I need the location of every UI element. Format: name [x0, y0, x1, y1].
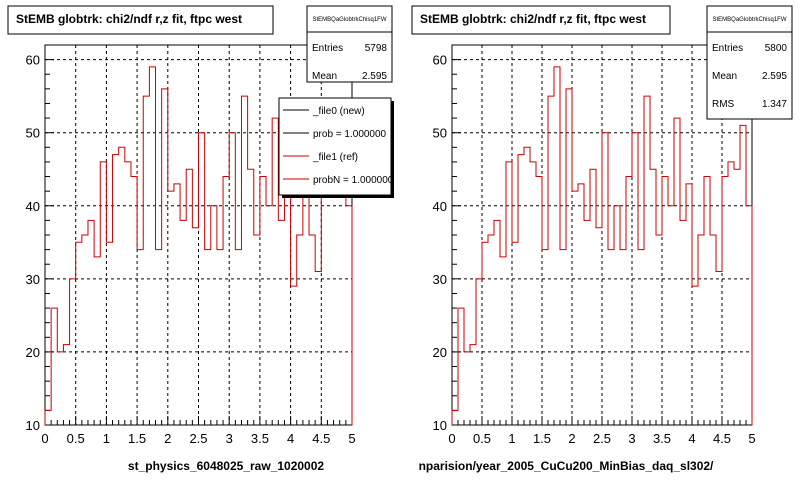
- x-tick-label: 4: [287, 431, 294, 446]
- stats-value: 2.595: [362, 71, 387, 82]
- y-tick-label: 60: [26, 53, 40, 68]
- x-tick-label: 0: [41, 431, 48, 446]
- x-tick-label: 5: [348, 431, 355, 446]
- legend-box: [278, 97, 392, 196]
- x-tick-label: 1.5: [128, 431, 146, 446]
- y-tick-label: 40: [433, 199, 447, 214]
- x-tick-label: 3.5: [251, 431, 269, 446]
- chart-title: StEMB globtrk: chi2/ndf r,z fit, ftpc we…: [16, 12, 242, 26]
- x-tick-label: 4.5: [312, 431, 330, 446]
- x-tick-label: 3: [226, 431, 233, 446]
- y-tick-label: 50: [433, 126, 447, 141]
- legend-label: prob = 1.000000: [313, 129, 387, 140]
- x-tick-label: 3: [628, 431, 635, 446]
- stats-histogram-name: StEMBQaGlobtrkChisq1FW: [712, 17, 786, 23]
- stats-label: Mean: [712, 71, 737, 82]
- stats-box: [706, 5, 793, 120]
- stats-value: 5798: [365, 43, 388, 54]
- x-tick-label: 4: [688, 431, 695, 446]
- y-tick-label: 10: [433, 418, 447, 433]
- x-tick-label: 1: [103, 431, 110, 446]
- stats-label: Entries: [712, 43, 743, 54]
- y-tick-label: 50: [26, 126, 40, 141]
- x-axis-title: nparision/year_2005_CuCu200_MinBias_daq_…: [419, 459, 714, 473]
- stats-histogram-name: StEMBQaGlobtrkChisq1FW: [312, 17, 386, 23]
- x-tick-label: 5: [748, 431, 755, 446]
- histogram-series-line: [451, 66, 753, 425]
- stats-value: 1.347: [762, 99, 787, 110]
- legend-label: probN = 1.000000: [313, 175, 394, 186]
- x-tick-label: 0: [448, 431, 455, 446]
- left-histogram-panel: 0 0.5 1 1.5 2 2.5 3 3.5 4 4.5 5 10 20 30 40 50 60 StEMB g…: [7, 5, 394, 473]
- chart-title: StEMB globtrk: chi2/ndf r,z fit, ftpc we…: [420, 12, 646, 26]
- stats-box: [306, 5, 393, 83]
- y-tick-label: 40: [26, 199, 40, 214]
- x-tick-label: 4.5: [713, 431, 731, 446]
- right-histogram-panel: 0 0.5 1 1.5 2 2.5 3 3.5 4 4.5 5 10 20 30 40 50 60 StEMB g…: [411, 5, 793, 473]
- x-tick-label: 2: [568, 431, 575, 446]
- stats-value: 2.595: [762, 71, 787, 82]
- x-axis-title: st_physics_6048025_raw_1020002: [128, 459, 324, 473]
- y-tick-label: 30: [26, 272, 40, 287]
- x-tick-label: 2.5: [189, 431, 207, 446]
- stats-value: 5800: [765, 43, 788, 54]
- y-tick-label: 20: [26, 345, 40, 360]
- x-tick-label: 3.5: [653, 431, 671, 446]
- stats-label: Entries: [312, 43, 343, 54]
- x-tick-label: 0.5: [67, 431, 85, 446]
- y-tick-label: 10: [26, 418, 40, 433]
- stats-label: Mean: [312, 71, 337, 82]
- y-tick-label: 20: [433, 345, 447, 360]
- x-tick-label: 2: [164, 431, 171, 446]
- y-tick-label: 30: [433, 272, 447, 287]
- x-tick-label: 0.5: [473, 431, 491, 446]
- legend-label: _file0 (new): [312, 106, 365, 117]
- x-tick-label: 1: [508, 431, 515, 446]
- histogram-series-line: [44, 66, 353, 425]
- stats-label: RMS: [712, 99, 735, 110]
- legend-label: _file1 (ref): [312, 152, 358, 163]
- y-tick-label: 60: [433, 53, 447, 68]
- x-tick-label: 1.5: [533, 431, 551, 446]
- title-box: [7, 5, 274, 35]
- title-box: [411, 5, 671, 35]
- x-tick-label: 2.5: [593, 431, 611, 446]
